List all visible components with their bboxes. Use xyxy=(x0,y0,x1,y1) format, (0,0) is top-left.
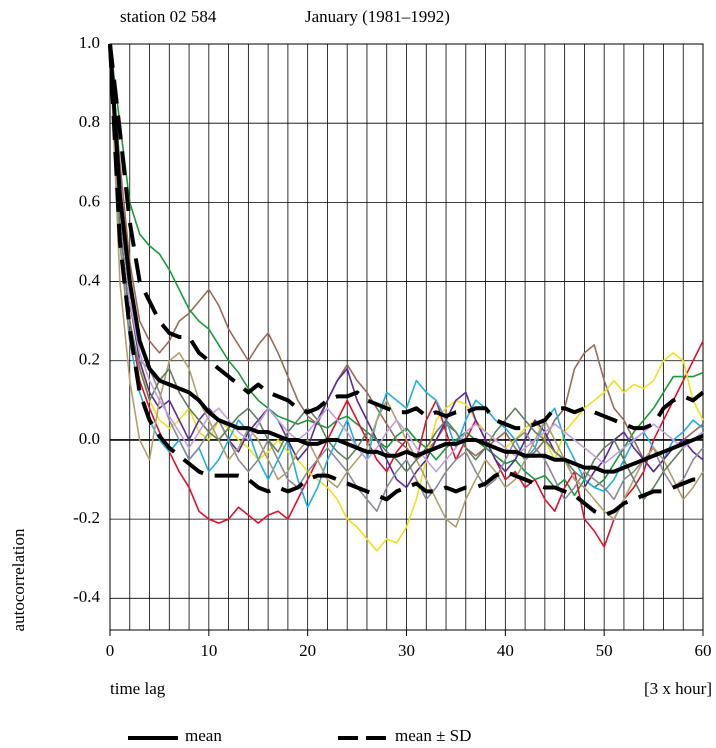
x-tick-label: 50 xyxy=(596,641,613,660)
year-line xyxy=(109,43,704,489)
x-tick-label: 40 xyxy=(497,641,514,660)
year-line xyxy=(109,43,704,501)
x-tick-label: 0 xyxy=(106,641,115,660)
y-axis-label: autocorrelation xyxy=(9,528,28,631)
y-tick-label: 0.0 xyxy=(79,429,100,448)
y-tick-label: 0.6 xyxy=(79,191,100,210)
year-line xyxy=(109,43,704,528)
x-axis-label: time lag xyxy=(110,679,166,698)
year-line xyxy=(109,43,704,473)
legend-label: mean ± SD xyxy=(395,726,471,745)
mean-line xyxy=(108,43,704,474)
chart-title: station 02 584 xyxy=(120,7,217,26)
sd-line xyxy=(108,43,705,431)
x-tick-label: 60 xyxy=(695,641,712,660)
y-tick-label: 0.2 xyxy=(79,350,100,369)
y-tick-label: 0.8 xyxy=(79,112,100,131)
y-tick-label: -0.2 xyxy=(73,508,100,527)
x-axis-unit: [3 x hour] xyxy=(644,679,712,698)
year-line xyxy=(109,43,704,552)
plot-frame xyxy=(109,43,704,631)
x-tick-label: 10 xyxy=(200,641,217,660)
y-tick-label: 1.0 xyxy=(79,33,100,52)
legend-label: mean xyxy=(185,726,222,745)
y-tick-label: -0.4 xyxy=(73,587,100,606)
year-line xyxy=(109,43,704,509)
chart-subtitle: January (1981–1992) xyxy=(305,7,450,26)
x-tick-label: 20 xyxy=(299,641,316,660)
year-line xyxy=(109,43,704,497)
x-tick-label: 30 xyxy=(398,641,415,660)
y-tick-label: 0.4 xyxy=(79,270,101,289)
year-line xyxy=(109,43,704,473)
